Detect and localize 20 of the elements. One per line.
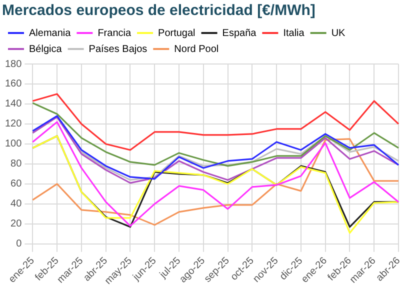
legend-label: Países Bajos: [88, 44, 148, 55]
chart-title: Mercados europeos de electricidad [€/MWh]: [2, 2, 316, 20]
y-tick-label: 80: [10, 158, 22, 170]
legend-label: Portugal: [158, 28, 196, 39]
legend-label: Alemania: [29, 28, 72, 39]
legend-label: España: [222, 28, 257, 39]
y-tick-label: 140: [4, 98, 22, 110]
legend-label: UK: [331, 28, 346, 39]
y-tick-label: 20: [10, 218, 22, 230]
y-tick-label: 120: [4, 118, 22, 130]
y-tick-label: 180: [4, 58, 22, 70]
y-tick-label: 160: [4, 78, 22, 90]
y-tick-label: 100: [4, 138, 22, 150]
y-tick-label: 40: [10, 198, 22, 210]
legend-label: Nord Pool: [174, 44, 219, 55]
y-tick-label: 60: [10, 178, 22, 190]
y-tick-label: 0: [16, 238, 22, 250]
legend-label: Francia: [98, 28, 132, 39]
legend-label: Bélgica: [29, 44, 62, 55]
legend-label: Italia: [283, 28, 305, 39]
